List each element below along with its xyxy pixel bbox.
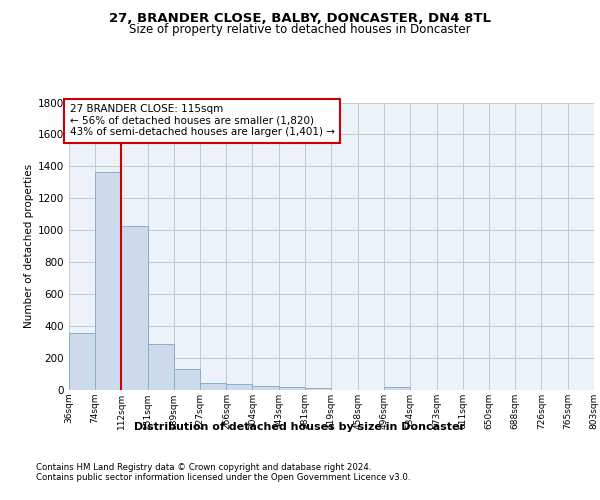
Bar bbox=[174, 369, 200, 390]
Bar bbox=[226, 384, 253, 390]
Text: Size of property relative to detached houses in Doncaster: Size of property relative to detached ho… bbox=[129, 22, 471, 36]
Text: Contains public sector information licensed under the Open Government Licence v3: Contains public sector information licen… bbox=[36, 472, 410, 482]
Bar bbox=[384, 387, 410, 390]
Bar bbox=[95, 172, 121, 390]
Text: Distribution of detached houses by size in Doncaster: Distribution of detached houses by size … bbox=[134, 422, 466, 432]
Y-axis label: Number of detached properties: Number of detached properties bbox=[24, 164, 34, 328]
Bar bbox=[148, 344, 174, 390]
Bar bbox=[200, 384, 226, 390]
Text: 27 BRANDER CLOSE: 115sqm
← 56% of detached houses are smaller (1,820)
43% of sem: 27 BRANDER CLOSE: 115sqm ← 56% of detach… bbox=[70, 104, 335, 138]
Text: Contains HM Land Registry data © Crown copyright and database right 2024.: Contains HM Land Registry data © Crown c… bbox=[36, 462, 371, 471]
Text: 27, BRANDER CLOSE, BALBY, DONCASTER, DN4 8TL: 27, BRANDER CLOSE, BALBY, DONCASTER, DN4… bbox=[109, 12, 491, 26]
Bar bbox=[305, 388, 331, 390]
Bar bbox=[279, 387, 305, 390]
Bar bbox=[253, 386, 279, 390]
Bar bbox=[69, 334, 95, 390]
Bar bbox=[121, 226, 148, 390]
